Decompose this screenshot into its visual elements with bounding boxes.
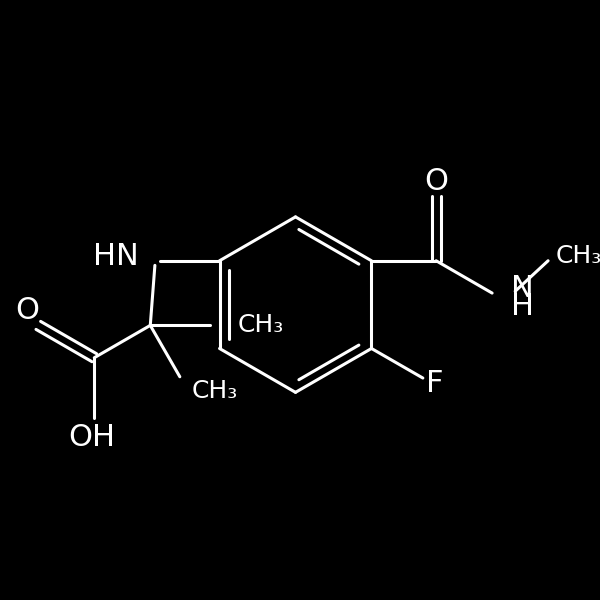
Text: OH: OH [68, 422, 115, 452]
Text: CH₃: CH₃ [556, 244, 600, 268]
Text: H: H [511, 292, 533, 322]
Text: CH₃: CH₃ [238, 313, 284, 337]
Text: O: O [424, 167, 448, 196]
Text: N: N [511, 274, 533, 303]
Text: F: F [426, 369, 443, 398]
Text: CH₃: CH₃ [192, 379, 238, 403]
Text: HN: HN [92, 242, 138, 271]
Text: O: O [15, 296, 39, 325]
